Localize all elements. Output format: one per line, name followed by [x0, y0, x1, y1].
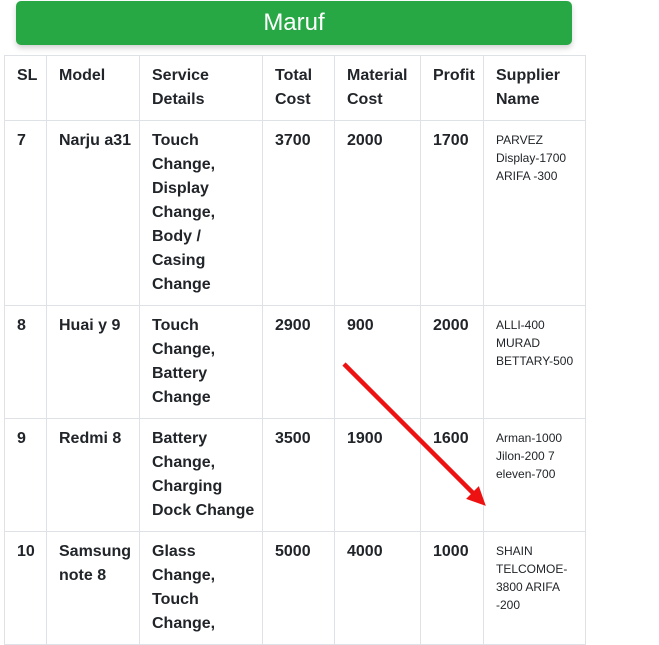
cell-material-cost: 1900 [334, 418, 421, 532]
cell-supplier-name: Arman-1000 Jilon-200 7 eleven-700 [483, 418, 586, 532]
cell-total-cost: 3500 [262, 418, 335, 532]
cell-profit: 2000 [420, 305, 484, 419]
cell-material-cost: 900 [334, 305, 421, 419]
cell-profit: 1700 [420, 120, 484, 306]
table-row: 8 Huai y 9 Touch Change, Battery Change … [4, 305, 586, 419]
cell-sl: 8 [4, 305, 47, 419]
cell-model: Samsung note 8 [46, 531, 140, 645]
cell-sl: 9 [4, 418, 47, 532]
maruf-title-button[interactable]: Maruf [16, 1, 572, 45]
cell-profit: 1000 [420, 531, 484, 645]
cell-service-details: Glass Change, Touch Change, [139, 531, 263, 645]
column-header-material-cost: Material Cost [334, 55, 421, 121]
table-header-row: SL Model Service Details Total Cost Mate… [4, 55, 586, 121]
cell-material-cost: 4000 [334, 531, 421, 645]
cell-total-cost: 3700 [262, 120, 335, 306]
cell-service-details: Battery Change, Charging Dock Change [139, 418, 263, 532]
cell-sl: 10 [4, 531, 47, 645]
cell-model: Redmi 8 [46, 418, 140, 532]
table-row: 7 Narju a31 Touch Change, Display Change… [4, 120, 586, 306]
cell-supplier-name: PARVEZ Display-1700 ARIFA -300 [483, 120, 586, 306]
repair-report-table: SL Model Service Details Total Cost Mate… [4, 55, 586, 645]
cell-supplier-name: ALLI-400 MURAD BETTARY-500 [483, 305, 586, 419]
cell-material-cost: 2000 [334, 120, 421, 306]
column-header-supplier-name: Supplier Name [483, 55, 586, 121]
column-header-model: Model [46, 55, 140, 121]
cell-supplier-name: SHAIN TELCOMOE- 3800 ARIFA -200 [483, 531, 586, 645]
cell-total-cost: 5000 [262, 531, 335, 645]
column-header-sl: SL [4, 55, 47, 121]
column-header-profit: Profit [420, 55, 484, 121]
cell-model: Narju a31 [46, 120, 140, 306]
cell-profit: 1600 [420, 418, 484, 532]
cell-total-cost: 2900 [262, 305, 335, 419]
cell-sl: 7 [4, 120, 47, 306]
cell-model: Huai y 9 [46, 305, 140, 419]
cell-service-details: Touch Change, Battery Change [139, 305, 263, 419]
column-header-total-cost: Total Cost [262, 55, 335, 121]
table-row: 9 Redmi 8 Battery Change, Charging Dock … [4, 418, 586, 532]
cell-service-details: Touch Change, Display Change, Body / Cas… [139, 120, 263, 306]
table-row: 10 Samsung note 8 Glass Change, Touch Ch… [4, 531, 586, 645]
column-header-service-details: Service Details [139, 55, 263, 121]
